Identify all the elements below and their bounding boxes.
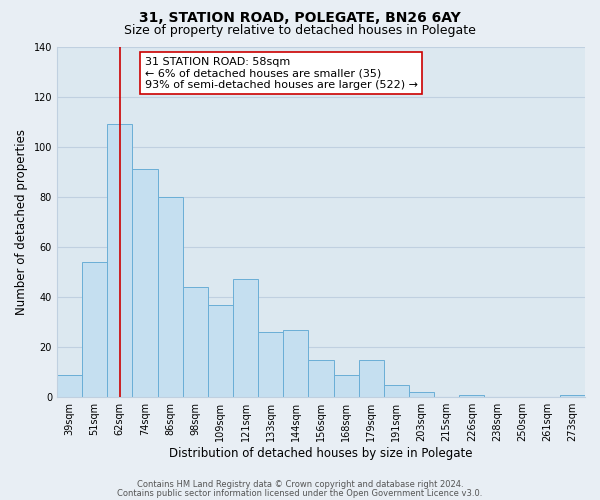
Bar: [158, 197, 182, 397]
Bar: [334, 374, 359, 397]
Text: Size of property relative to detached houses in Polegate: Size of property relative to detached ho…: [124, 24, 476, 37]
Text: 31, STATION ROAD, POLEGATE, BN26 6AY: 31, STATION ROAD, POLEGATE, BN26 6AY: [139, 11, 461, 25]
Bar: [308, 360, 334, 397]
Bar: [57, 374, 82, 397]
Text: Contains HM Land Registry data © Crown copyright and database right 2024.: Contains HM Land Registry data © Crown c…: [137, 480, 463, 489]
Text: 31 STATION ROAD: 58sqm
← 6% of detached houses are smaller (35)
93% of semi-deta: 31 STATION ROAD: 58sqm ← 6% of detached …: [145, 56, 418, 90]
Bar: [459, 394, 484, 397]
Bar: [233, 280, 258, 397]
Bar: [409, 392, 434, 397]
Bar: [82, 262, 107, 397]
Bar: [384, 384, 409, 397]
Bar: [283, 330, 308, 397]
Bar: [107, 124, 133, 397]
Bar: [208, 304, 233, 397]
Bar: [560, 394, 585, 397]
Bar: [182, 287, 208, 397]
Text: Contains public sector information licensed under the Open Government Licence v3: Contains public sector information licen…: [118, 489, 482, 498]
Bar: [359, 360, 384, 397]
Y-axis label: Number of detached properties: Number of detached properties: [15, 129, 28, 315]
Bar: [133, 169, 158, 397]
X-axis label: Distribution of detached houses by size in Polegate: Distribution of detached houses by size …: [169, 447, 473, 460]
Bar: [258, 332, 283, 397]
